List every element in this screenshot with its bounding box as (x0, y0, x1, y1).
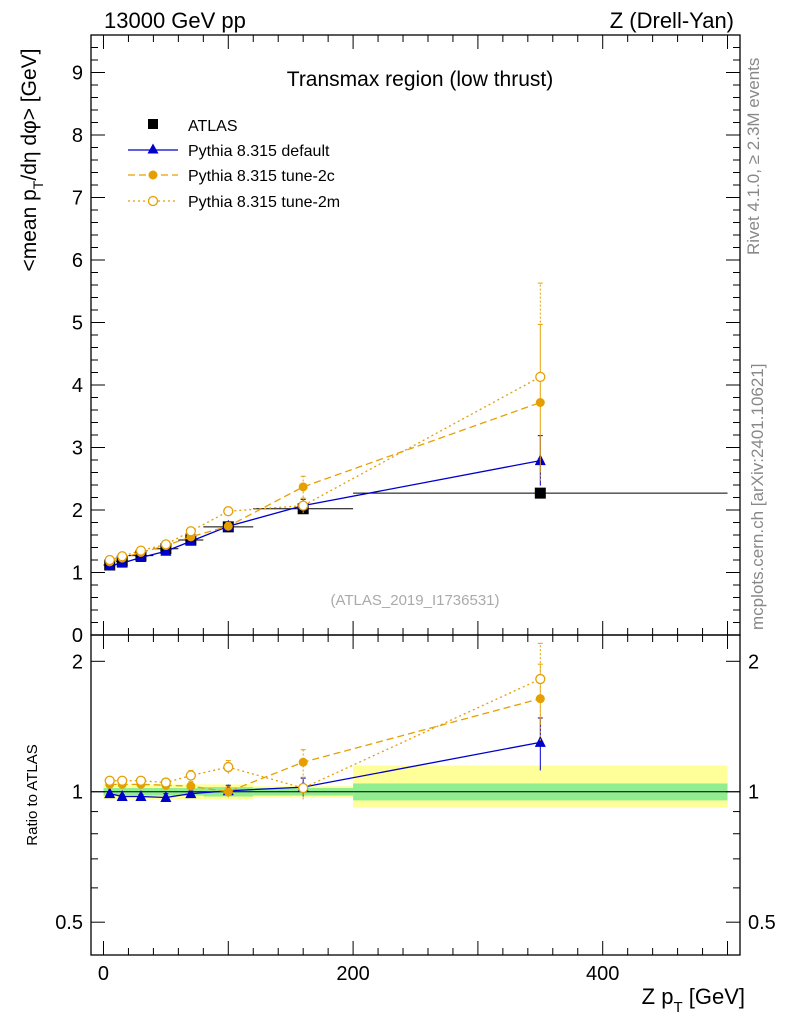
main-y-tick-label-5: 5 (72, 313, 83, 335)
main-y-tick-label-8: 8 (72, 125, 83, 147)
pythia-8-315-default-ratio-point-4 (185, 787, 197, 799)
main-series (103, 282, 728, 571)
pythia-8-315-tune-2m-point-7 (535, 371, 546, 383)
legend-label-atlas: ATLAS (188, 118, 238, 135)
header-energy: 13000 GeV pp (104, 8, 246, 33)
main-y-tick-label-4: 4 (72, 375, 83, 397)
ratio-uncertainty-bands (103, 765, 728, 808)
ratio-y-tick-label-right-0.5: 0.5 (748, 912, 776, 934)
legend: ATLAS Pythia 8.315 default Pythia 8.315 … (128, 118, 340, 211)
legend-item-atlas: ATLAS (148, 118, 238, 135)
watermark: (ATLAS_2019_I1736531) (330, 592, 499, 609)
legend-marker-atlas (148, 119, 158, 129)
pythia-8-315-default-ratio-point-7 (534, 735, 546, 747)
x-axis-label: Z pT [GeV] (642, 984, 745, 1016)
pythia-8-315-tune-2c-ratio-point-5 (223, 787, 233, 797)
ratio-y-tick-label-right-2: 2 (748, 651, 759, 673)
chart-title: Transmax region (low thrust) (287, 68, 553, 91)
pythia-8-315-tune-2c-line (109, 401, 541, 563)
main-y-tick-label-9: 9 (72, 63, 83, 85)
legend-label-tune-2m: Pythia 8.315 tune-2m (188, 194, 340, 211)
ratio-frame (90, 634, 741, 956)
pythia-8-315-tune-2m-ratio-point-6 (298, 782, 309, 794)
x-tick-label-0: 0 (98, 963, 109, 985)
ratio-y-tick-label-2: 2 (72, 651, 83, 673)
ratio-y-tick-label-0.5: 0.5 (55, 912, 83, 934)
pythia-8-315-tune-2m-ratio-point-7 (535, 673, 546, 685)
legend-item-default: Pythia 8.315 default (128, 143, 330, 160)
pythia-8-315-default-ratio-point-1 (116, 790, 128, 802)
pythia-8-315-default-point-3 (160, 544, 172, 556)
ratio-y-tick-label-1: 1 (72, 782, 83, 804)
legend-item-tune-2c: Pythia 8.315 tune-2c (128, 168, 335, 185)
atlas-point-7 (534, 487, 546, 499)
pythia-8-315-tune-2m-line (109, 376, 541, 561)
x-tick-label-200: 200 (336, 963, 369, 985)
pythia-8-315-tune-2m-point-3 (160, 539, 172, 550)
ratio-y-tick-label-right-1: 1 (748, 782, 759, 804)
main-y-tick-label-0: 0 (72, 625, 83, 647)
pythia-8-315-tune-2m-point-1 (117, 551, 128, 562)
legend-marker-tune-2m (147, 195, 159, 207)
pythia-8-315-tune-2m-ratio-point-0 (104, 775, 115, 786)
legend-marker-tune-2c (148, 170, 158, 180)
pythia-8-315-tune-2m-ratio-point-4 (185, 770, 196, 781)
main-y-tick-label-6: 6 (72, 250, 83, 272)
main-y-axis-label: <mean pT/dη dφ> [GeV] (18, 49, 46, 272)
main-y-tick-label-3: 3 (72, 438, 83, 460)
axis-ticks: 0 200 400 0 1 2 3 4 5 6 7 8 9 0.5 0.5 1 1 2 2 (55, 35, 776, 985)
pythia-8-315-tune-2m-ratio-point-1 (117, 775, 128, 786)
pythia-8-315-tune-2m-ratio-point-3 (160, 777, 172, 788)
main-y-tick-label-1: 1 (72, 563, 83, 585)
pythia-8-315-default-ratio-point-3 (160, 790, 172, 802)
pythia-8-315-default-ratio-point-2 (135, 790, 147, 802)
pythia-8-315-tune-2m-point-4 (185, 526, 196, 537)
pythia-8-315-tune-2c-point-6 (298, 482, 308, 492)
pythia-8-315-tune-2m-ratio-point-2 (135, 775, 147, 786)
header-process: Z (Drell-Yan) (609, 8, 734, 33)
ratio-y-axis-label: Ratio to ATLAS (24, 744, 41, 845)
pythia-8-315-default-line (109, 459, 541, 567)
pythia-8-315-tune-2c-ratio-point-4 (186, 781, 196, 791)
pythia-8-315-tune-2m-point-2 (135, 545, 147, 556)
legend-label-default: Pythia 8.315 default (188, 143, 330, 160)
pythia-8-315-default-ratio-point-0 (104, 787, 116, 799)
main-y-tick-label-2: 2 (72, 500, 83, 522)
main-y-tick-label-7: 7 (72, 188, 83, 210)
pythia-8-315-tune-2m-ratio-point-5 (223, 761, 234, 773)
pythia-8-315-tune-2m-point-6 (298, 500, 309, 511)
legend-marker-default (147, 143, 159, 154)
pythia-8-315-tune-2c-point-5 (223, 521, 233, 531)
legend-item-tune-2m: Pythia 8.315 tune-2m (128, 194, 340, 211)
x-tick-label-400: 400 (586, 963, 619, 985)
pythia-8-315-tune-2m-point-0 (104, 554, 115, 566)
pythia-8-315-tune-2c-ratio-point-6 (298, 757, 308, 767)
pythia-8-315-tune-2m-point-5 (223, 506, 234, 517)
ratio-series (104, 642, 546, 802)
legend-label-tune-2c: Pythia 8.315 tune-2c (188, 168, 335, 185)
